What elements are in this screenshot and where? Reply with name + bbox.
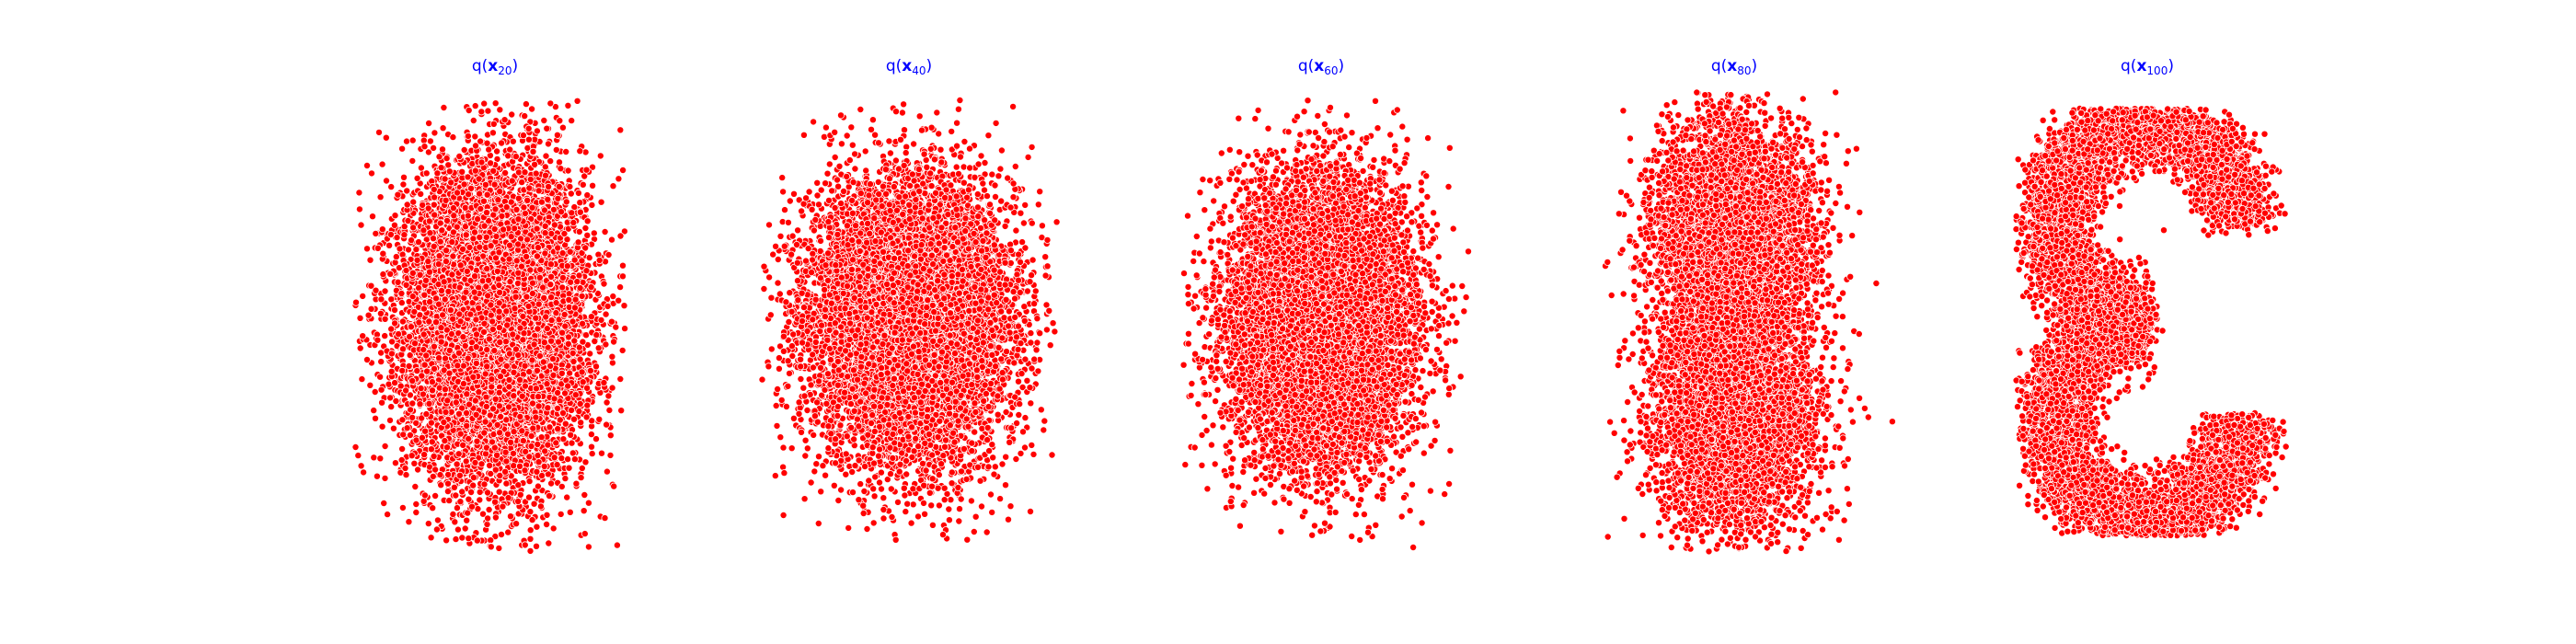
scatter-point: [562, 476, 569, 482]
scatter-point: [378, 386, 385, 393]
scatter-point: [509, 111, 515, 118]
scatter-point: [569, 450, 576, 456]
scatter-point: [576, 228, 582, 235]
scatter-point: [382, 333, 388, 339]
scatter-point: [450, 134, 456, 141]
scatter-point: [371, 408, 377, 414]
scatter-point: [381, 500, 387, 506]
scatter-point: [481, 100, 488, 107]
scatter-point: [582, 224, 589, 231]
scatter-point: [585, 544, 592, 550]
scatter-point: [603, 311, 609, 317]
scatter-point: [592, 363, 599, 370]
scatter-point: [358, 463, 364, 469]
scatter-point: [403, 138, 409, 144]
scatter-point: [541, 117, 547, 123]
scatter-point: [534, 523, 540, 530]
scatter-point: [386, 242, 393, 248]
scatter-point: [413, 509, 420, 515]
scatter-point: [382, 443, 388, 449]
title-symbol: x: [488, 57, 498, 75]
scatter-point: [558, 511, 564, 517]
scatter-point: [587, 351, 593, 357]
scatter-point: [400, 181, 407, 188]
scatter-point: [544, 521, 550, 527]
scatter-point: [609, 385, 615, 391]
scatter-point: [527, 527, 534, 534]
title-prefix: q(: [472, 57, 488, 75]
scatter-point: [367, 382, 374, 388]
scatter-point: [574, 98, 581, 104]
scatter-point: [358, 222, 364, 228]
scatter-point: [400, 174, 407, 180]
scatter-point: [355, 453, 362, 459]
scatter-point: [534, 128, 540, 134]
scatter-point: [609, 360, 615, 366]
title-suffix: ): [512, 57, 519, 75]
scatter-point: [441, 104, 447, 110]
scatter-point: [622, 326, 628, 332]
scatter-point: [559, 124, 566, 131]
scatter-point: [378, 350, 385, 356]
scatter-point: [462, 525, 468, 532]
title-subscript: 20: [498, 64, 512, 77]
scatter-point: [523, 101, 529, 108]
scatter-point: [527, 535, 534, 542]
scatter-point: [414, 175, 420, 181]
scatter-point: [520, 132, 526, 139]
panel-title: q(x20): [472, 57, 518, 77]
scatter-point: [553, 146, 559, 153]
scatter-point: [617, 375, 624, 382]
scatter-point: [367, 257, 374, 263]
scatter-point: [618, 408, 625, 414]
scatter-point: [472, 133, 478, 140]
scatter-point: [550, 525, 557, 532]
scatter-point: [356, 190, 362, 196]
scatter-point: [399, 445, 406, 452]
scatter-point: [412, 483, 419, 489]
scatter-point: [496, 545, 502, 551]
scatter-point: [371, 454, 377, 461]
scatter-point: [533, 543, 539, 549]
scatter-point: [379, 399, 385, 406]
scatter-point: [399, 504, 406, 511]
scatter-point: [440, 125, 446, 132]
scatter-point: [602, 228, 608, 235]
scatter-point: [454, 526, 461, 533]
